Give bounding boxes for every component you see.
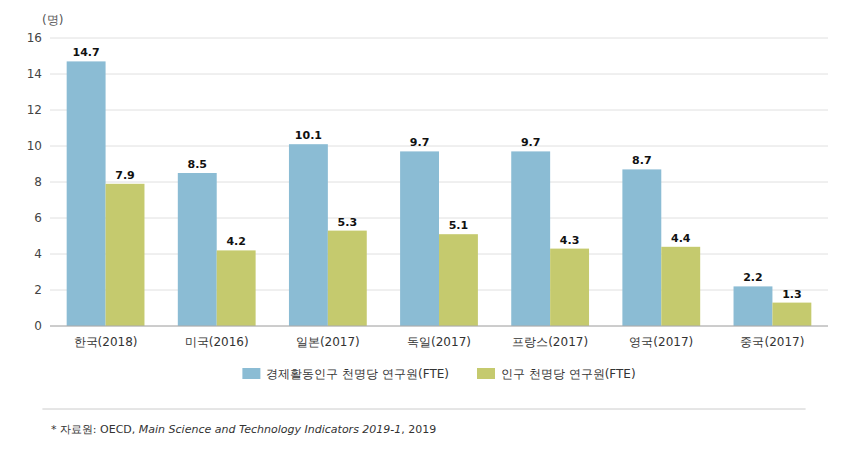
x-tick-label: 미국(2016): [185, 335, 249, 349]
grid: [50, 38, 828, 326]
grid-line: [50, 110, 828, 111]
chart: 0 2 4 6 8 10 12 14 16(명) 14.7 8.5 10.1 9.7 9.7 8.7 2.2 7…: [0, 0, 848, 451]
bar: [661, 247, 700, 326]
footnote: * 자료원: OECD, Main Science and Technology…: [51, 423, 436, 436]
y-tick-label: 2: [34, 283, 42, 297]
bar: [328, 231, 367, 326]
x-tick-label: 한국(2018): [74, 335, 138, 349]
data-label: 8.5: [188, 158, 208, 171]
data-label: 2.2: [743, 271, 763, 284]
grid-line: [50, 38, 828, 39]
separator: [42, 409, 805, 410]
bar: [106, 184, 145, 326]
data-label: 14.7: [73, 46, 100, 59]
bars: [67, 61, 812, 326]
x-tick-label: 중국(2017): [740, 335, 804, 349]
grid-line: [50, 146, 828, 147]
footnote-part: , 2019: [401, 423, 436, 436]
grid-line: [50, 326, 828, 327]
bar: [67, 61, 106, 326]
data-label: 9.7: [521, 136, 541, 149]
y-tick-label: 0: [34, 319, 42, 333]
data-label: 8.7: [632, 154, 652, 167]
data-labels: 14.7 8.5 10.1 9.7 9.7 8.7 2.2 7.9 4.2 5.3 5.1 4.3 4.…: [73, 46, 802, 300]
bar: [217, 250, 256, 326]
bar: [178, 173, 217, 326]
legend-item: 인구 천명당 연구원(FTE): [477, 367, 636, 381]
bar: [622, 169, 661, 326]
background: [0, 0, 848, 451]
bar: [772, 303, 811, 326]
x-tick-label: 독일(2017): [407, 335, 471, 349]
data-label: 4.3: [560, 234, 580, 247]
bar: [734, 286, 773, 326]
legend-swatch: [477, 368, 495, 379]
x-tick-label: 일본(2017): [296, 335, 360, 349]
y-tick-label: 6: [34, 211, 42, 225]
data-label: 9.7: [410, 136, 430, 149]
y-tick-label: 12: [27, 103, 42, 117]
bar: [400, 151, 439, 326]
y-tick-label: 4: [34, 247, 42, 261]
bar: [550, 249, 589, 326]
y-axis-label: (명): [42, 13, 63, 27]
data-label: 4.4: [671, 232, 691, 245]
bar: [439, 234, 478, 326]
bar: [289, 144, 328, 326]
grid-line: [50, 74, 828, 75]
legend: 경제활동인구 천명당 연구원(FTE) 인구 천명당 연구원(FTE): [242, 367, 635, 381]
legend-swatch: [242, 368, 260, 379]
data-label: 7.9: [115, 169, 135, 182]
data-label: 5.1: [449, 219, 469, 232]
bar: [511, 151, 550, 326]
data-label: 5.3: [338, 216, 358, 229]
x-axis-line: [50, 326, 828, 327]
legend-label: 경제활동인구 천명당 연구원(FTE): [266, 367, 449, 381]
data-label: 10.1: [295, 129, 322, 142]
x-tick-label: 영국(2017): [629, 335, 693, 349]
footnote-part: Main Science and Technology Indicators 2…: [139, 423, 402, 436]
x-tick-label: 프랑스(2017): [512, 335, 588, 349]
data-label: 4.2: [226, 235, 246, 248]
y-tick-label: 10: [27, 139, 42, 153]
legend-item: 경제활동인구 천명당 연구원(FTE): [242, 367, 449, 381]
data-label: 1.3: [782, 288, 802, 301]
legend-label: 인구 천명당 연구원(FTE): [501, 367, 636, 381]
y-tick-label: 8: [34, 175, 42, 189]
y-tick-label: 16: [27, 31, 42, 45]
footnote-part: * 자료원: OECD,: [51, 423, 139, 436]
y-tick-label: 14: [27, 67, 42, 81]
